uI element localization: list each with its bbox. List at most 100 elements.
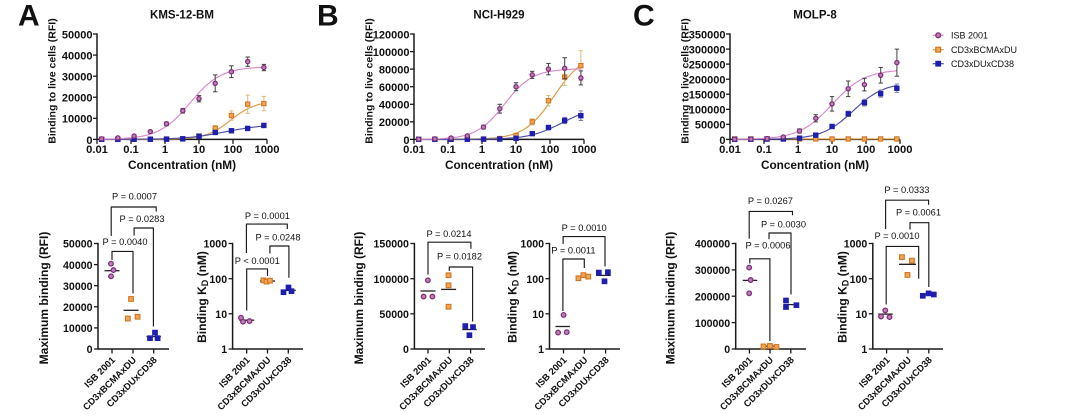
svg-text:200000: 200000 — [689, 75, 726, 87]
svg-text:30000: 30000 — [63, 281, 93, 293]
svg-text:20000: 20000 — [62, 93, 93, 105]
svg-text:P = 0.0010: P = 0.0010 — [562, 223, 607, 233]
svg-text:0: 0 — [87, 344, 93, 356]
svg-text:20000: 20000 — [63, 302, 93, 314]
svg-text:10: 10 — [856, 309, 868, 321]
svg-text:Binding KD (nM): Binding KD (nM) — [836, 251, 851, 343]
svg-text:300000: 300000 — [695, 265, 730, 277]
svg-text:1: 1 — [795, 144, 801, 156]
svg-text:P = 0.0267: P = 0.0267 — [748, 196, 793, 206]
svg-text:0.1: 0.1 — [756, 144, 772, 156]
svg-text:P = 0.0040: P = 0.0040 — [102, 237, 147, 247]
svg-text:0: 0 — [719, 135, 725, 147]
svg-text:50000: 50000 — [695, 120, 726, 132]
svg-text:CD3xDUxCD38: CD3xDUxCD38 — [951, 59, 1014, 69]
svg-text:10: 10 — [510, 144, 522, 156]
svg-text:200000: 200000 — [695, 291, 730, 303]
svg-text:CD3xBCMAxDU: CD3xBCMAxDU — [951, 45, 1017, 55]
svg-text:100: 100 — [541, 144, 560, 156]
svg-text:P = 0.0283: P = 0.0283 — [119, 214, 164, 224]
svg-text:Concentration (nM): Concentration (nM) — [761, 158, 869, 172]
svg-text:10000: 10000 — [62, 114, 93, 126]
svg-text:30000: 30000 — [62, 72, 93, 84]
svg-text:60000: 60000 — [379, 82, 410, 94]
svg-text:0.01: 0.01 — [403, 144, 425, 156]
svg-text:C: C — [633, 0, 655, 33]
svg-text:1: 1 — [162, 144, 168, 156]
svg-text:P = 0.0006: P = 0.0006 — [745, 241, 790, 251]
svg-text:150000: 150000 — [689, 90, 726, 102]
svg-text:ISB 2001: ISB 2001 — [951, 31, 988, 41]
svg-text:40000: 40000 — [379, 100, 410, 112]
svg-text:400000: 400000 — [695, 239, 730, 251]
svg-text:0.01: 0.01 — [719, 144, 741, 156]
svg-text:100: 100 — [857, 144, 876, 156]
svg-text:Maximum binding (RFI): Maximum binding (RFI) — [664, 232, 678, 365]
svg-text:0: 0 — [724, 344, 730, 356]
svg-text:20000: 20000 — [379, 117, 410, 129]
svg-text:1: 1 — [538, 344, 544, 356]
svg-text:P = 0.0010: P = 0.0010 — [874, 231, 919, 241]
svg-text:100: 100 — [526, 274, 544, 286]
svg-text:10: 10 — [826, 144, 838, 156]
svg-text:1000: 1000 — [204, 239, 228, 251]
svg-text:10000: 10000 — [63, 323, 93, 335]
svg-text:0.1: 0.1 — [123, 144, 139, 156]
svg-text:1000: 1000 — [844, 239, 868, 251]
svg-text:10: 10 — [532, 309, 544, 321]
svg-text:P = 0.0001: P = 0.0001 — [245, 211, 290, 221]
svg-text:Maximum binding (RFI): Maximum binding (RFI) — [352, 232, 366, 365]
svg-text:1000: 1000 — [888, 144, 913, 156]
svg-text:100: 100 — [224, 144, 243, 156]
svg-text:A: A — [18, 0, 40, 33]
svg-text:0: 0 — [403, 344, 409, 356]
svg-text:120000: 120000 — [373, 29, 410, 41]
svg-text:P = 0.0248: P = 0.0248 — [255, 233, 300, 243]
svg-text:100000: 100000 — [689, 105, 726, 117]
svg-text:300000: 300000 — [689, 45, 726, 57]
svg-text:250000: 250000 — [689, 60, 726, 72]
svg-text:1000: 1000 — [572, 144, 597, 156]
svg-text:10: 10 — [215, 309, 227, 321]
svg-text:0.1: 0.1 — [440, 144, 456, 156]
svg-text:Binding to live cells (RFI): Binding to live cells (RFI) — [680, 18, 692, 143]
svg-text:Binding to live cells (RFI): Binding to live cells (RFI) — [364, 18, 376, 143]
svg-text:100000: 100000 — [373, 47, 410, 59]
svg-text:P = 0.0182: P = 0.0182 — [437, 251, 482, 261]
svg-text:350000: 350000 — [689, 29, 726, 41]
svg-text:Concentration (nM): Concentration (nM) — [128, 158, 236, 172]
svg-text:Binding KD (nM): Binding KD (nM) — [506, 251, 521, 343]
svg-text:P = 0.0061: P = 0.0061 — [896, 208, 941, 218]
svg-text:Maximum binding (RFI): Maximum binding (RFI) — [37, 232, 51, 365]
svg-text:P < 0.0001: P < 0.0001 — [235, 256, 280, 266]
svg-text:P = 0.0007: P = 0.0007 — [112, 192, 157, 202]
svg-text:P = 0.0030: P = 0.0030 — [761, 220, 806, 230]
svg-text:150000: 150000 — [374, 239, 409, 251]
svg-text:50000: 50000 — [379, 309, 409, 321]
svg-text:100000: 100000 — [374, 274, 409, 286]
svg-text:10: 10 — [193, 144, 205, 156]
svg-text:100000: 100000 — [695, 318, 730, 330]
svg-text:P = 0.0011: P = 0.0011 — [551, 246, 595, 256]
svg-text:40000: 40000 — [63, 260, 93, 272]
svg-text:1: 1 — [861, 344, 867, 356]
svg-text:0: 0 — [86, 135, 92, 147]
svg-text:P = 0.0214: P = 0.0214 — [426, 229, 471, 239]
svg-text:50000: 50000 — [63, 239, 93, 251]
svg-text:80000: 80000 — [379, 65, 410, 77]
svg-text:P = 0.0333: P = 0.0333 — [884, 185, 929, 195]
svg-text:MOLP-8: MOLP-8 — [793, 10, 837, 22]
svg-text:Binding to live cells (RFI): Binding to live cells (RFI) — [47, 18, 59, 143]
svg-text:100: 100 — [209, 274, 227, 286]
svg-text:50000: 50000 — [62, 29, 93, 41]
svg-text:1: 1 — [479, 144, 485, 156]
svg-text:40000: 40000 — [62, 51, 93, 63]
svg-text:1000: 1000 — [520, 239, 544, 251]
svg-text:Concentration (nM): Concentration (nM) — [445, 158, 553, 172]
svg-text:NCI-H929: NCI-H929 — [473, 10, 524, 22]
svg-text:Binding KD (nM): Binding KD (nM) — [195, 251, 210, 343]
svg-text:0: 0 — [403, 135, 409, 147]
svg-text:0.01: 0.01 — [86, 144, 108, 156]
svg-text:100: 100 — [850, 274, 868, 286]
svg-text:1: 1 — [221, 344, 227, 356]
